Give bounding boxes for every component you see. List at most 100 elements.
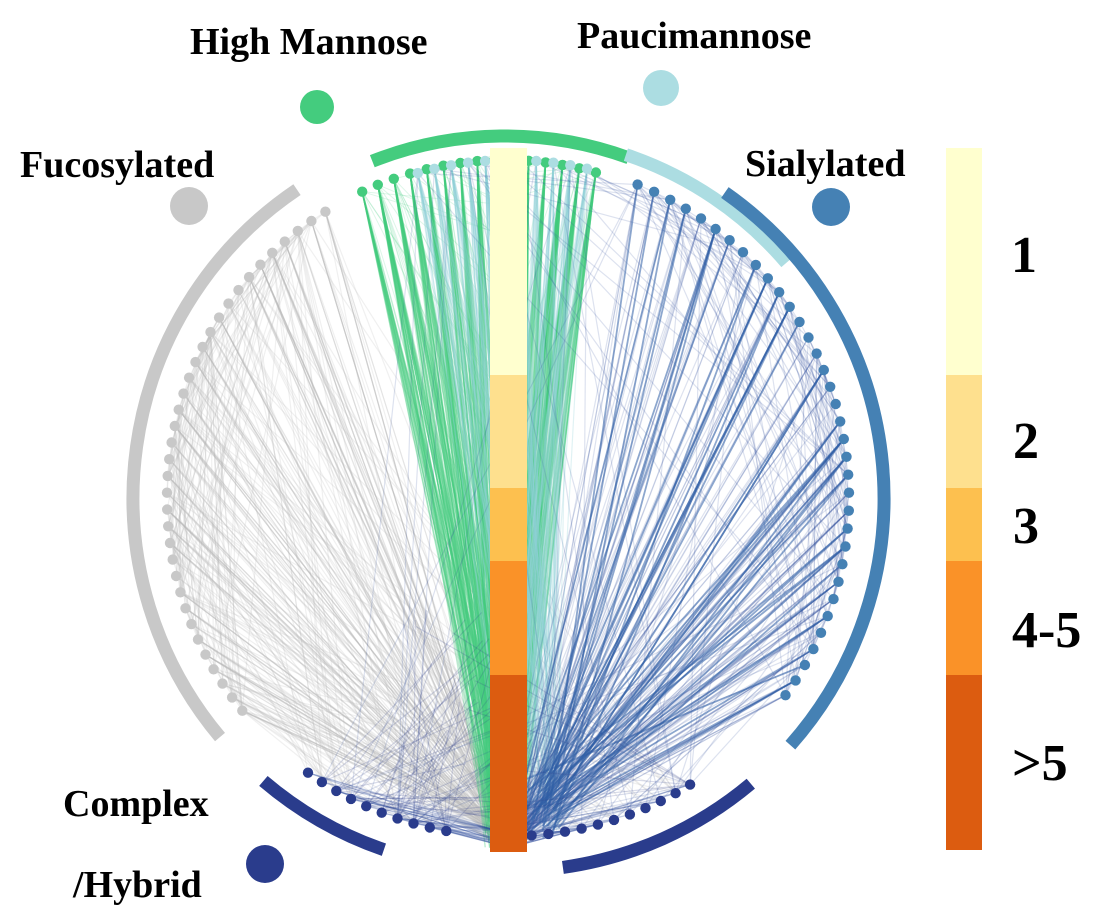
fucosylated-link: [241, 710, 352, 800]
sialylated-link: [767, 278, 848, 458]
sialylated-link: [484, 160, 846, 547]
fucosylated-label: Fucosylated: [20, 144, 214, 186]
paucimannose-link: [417, 172, 552, 827]
fucosylated-link: [184, 252, 273, 609]
high-mannose-link: [377, 184, 501, 794]
sialylated-link: [653, 191, 831, 388]
complex-hybrid-link: [350, 796, 477, 800]
fucosylated-link: [194, 361, 516, 847]
paucimannose-link: [524, 160, 537, 710]
glycan-node: [479, 155, 491, 167]
high-mannose-link: [393, 178, 506, 848]
glycan-node: [279, 236, 290, 247]
high-mannose-link: [393, 178, 507, 401]
complex-hybrid-link: [381, 729, 449, 814]
fucosylated-link: [221, 277, 250, 684]
sialylated-link: [689, 252, 744, 785]
paucimannose-link: [433, 168, 501, 806]
glycan-node: [412, 167, 423, 179]
high-mannose-link: [361, 191, 515, 851]
paucimannose-link: [527, 165, 571, 797]
sialylated-link: [321, 781, 496, 831]
fucosylated-link: [205, 654, 337, 792]
paucimannose-link: [535, 160, 539, 701]
fucosylated-link: [166, 509, 501, 846]
high-mannose-link: [361, 191, 494, 821]
legend-bar-segment: [946, 561, 982, 675]
fucosylated-link: [209, 332, 224, 684]
fucosylated-link: [284, 241, 521, 836]
glycan-node: [302, 767, 314, 778]
high-mannose-link: [361, 191, 497, 623]
complex-hybrid-link: [445, 701, 460, 831]
fucosylated-link: [172, 425, 176, 560]
sialylated-link: [536, 160, 744, 253]
fucosylated-link: [324, 211, 511, 841]
sialylated-link: [417, 172, 638, 186]
complex-hybrid-link: [396, 745, 405, 819]
sialylated-link: [546, 679, 797, 817]
high-mannose-link: [377, 184, 491, 848]
fucosylated-link: [259, 264, 496, 831]
high-mannose-link: [377, 184, 487, 805]
fucosylated-link: [237, 289, 533, 836]
fucosylated-link: [197, 638, 511, 841]
scale-label-gt5: >5: [1012, 735, 1068, 792]
paucimannose-link: [529, 168, 588, 780]
fucosylated-link: [190, 623, 337, 792]
sialylated-link: [307, 772, 496, 831]
fucosylated-link: [209, 331, 521, 836]
high-mannose-link: [521, 172, 597, 809]
sialylated-link: [494, 278, 769, 831]
paucimannose-link: [527, 168, 588, 641]
fucosylated-link: [259, 264, 511, 841]
glycan-node: [581, 163, 593, 174]
fucosylated-link: [174, 425, 521, 836]
glycan-node: [388, 173, 399, 184]
fucosylated-link: [167, 346, 204, 527]
center-bar-segment: [490, 675, 527, 852]
sialylated-link: [541, 369, 825, 806]
sialylated-link: [336, 790, 516, 847]
complex-hybrid-link: [336, 763, 466, 792]
high-mannose-link: [377, 184, 488, 816]
fucosylated-link: [182, 393, 243, 711]
fucosylated-link: [178, 409, 181, 593]
hybrid-label: /Hybrid: [72, 864, 202, 906]
high-mannose-link: [361, 191, 506, 790]
fucosylated-link: [241, 710, 398, 819]
fucosylated-link: [197, 638, 521, 836]
fucosylated-link: [259, 264, 516, 847]
sialylated-link: [336, 790, 496, 831]
high-mannose-link: [516, 168, 580, 636]
glycan-node: [592, 819, 604, 830]
complex-hybrid-link: [429, 752, 501, 828]
fucosylated-link: [167, 525, 511, 841]
sialylated-link: [522, 615, 829, 813]
fucosylated-link: [202, 346, 511, 841]
paucimannose-link: [528, 165, 571, 724]
fucosylated-link: [259, 264, 496, 831]
fucosylated-link: [174, 425, 501, 846]
fucosylated-link: [191, 623, 521, 836]
high-mannose-link: [393, 178, 492, 784]
paucimannose-link: [534, 160, 537, 633]
sialylated-link: [540, 581, 840, 809]
paucimannose-link: [528, 160, 537, 642]
complex-hybrid-link: [396, 701, 439, 819]
high-mannose-link: [377, 184, 494, 551]
sialylated-link: [816, 353, 840, 582]
complex-hybrid-link: [365, 638, 490, 807]
fucosylated-link: [324, 211, 501, 846]
fucosylated-link: [297, 230, 496, 831]
high-mannose-link: [377, 184, 507, 795]
fucosylated-link: [218, 317, 496, 831]
fucosylated-link: [166, 509, 447, 832]
sialylated-link: [509, 784, 691, 841]
glycan-node: [843, 505, 854, 516]
fucosylated-link: [185, 607, 511, 841]
high-mannose-link: [476, 161, 490, 809]
fucosylated-link: [213, 668, 501, 846]
glycan-node: [200, 649, 211, 660]
complex-hybrid-left-arc: [259, 775, 387, 856]
